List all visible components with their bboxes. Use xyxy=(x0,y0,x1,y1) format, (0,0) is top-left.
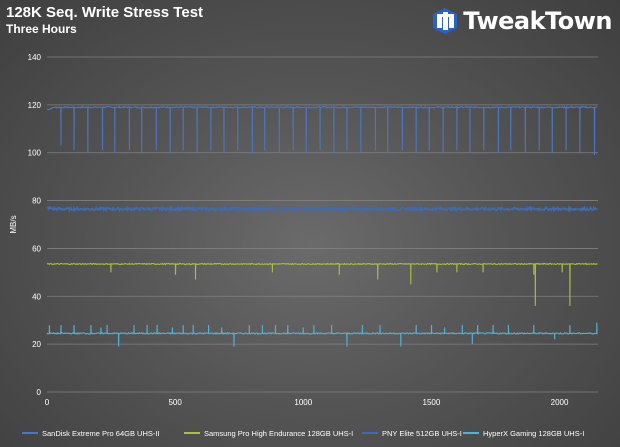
tweaktown-logo-text: TweakTown xyxy=(463,7,612,35)
series-line-3 xyxy=(46,322,598,347)
series-line-1 xyxy=(46,262,598,306)
tweaktown-logo-icon xyxy=(433,8,458,34)
tweaktown-logo: TweakTown xyxy=(430,6,612,36)
y-tick-label: 100 xyxy=(28,149,42,158)
axes: 0 20 40 60 80 100 120 140 0 500 1000 1500 2000 MB/s xyxy=(9,53,569,407)
y-tick-label: 60 xyxy=(32,244,41,253)
y-tick-label: 140 xyxy=(28,53,42,62)
y-tick-label: 120 xyxy=(28,101,42,110)
grid xyxy=(47,56,598,393)
x-tick-label: 0 xyxy=(45,398,50,407)
y-tick-label: 0 xyxy=(37,388,42,397)
y-tick-label: 80 xyxy=(32,197,41,206)
y-axis-label: MB/s xyxy=(9,215,18,233)
x-tick-label: 2000 xyxy=(551,398,569,407)
legend-label-0: SanDisk Extreme Pro 64GB UHS-II xyxy=(42,429,160,438)
chart-subtitle: Three Hours xyxy=(6,22,77,36)
legend-label-2: PNY Elite 512GB UHS-I xyxy=(382,429,462,438)
y-tick-label: 40 xyxy=(32,292,41,301)
series-line-2 xyxy=(46,204,598,214)
legend-label-3: HyperX Gaming 128GB UHS-I xyxy=(483,429,584,438)
legend-label-1: Samsung Pro High Endurance 128GB UHS-I xyxy=(204,429,353,438)
chart-title: 128K Seq. Write Stress Test xyxy=(6,4,204,21)
y-tick-label: 20 xyxy=(32,340,41,349)
series-line-0 xyxy=(46,105,598,156)
series-layer xyxy=(46,105,598,347)
x-tick-label: 1500 xyxy=(423,398,441,407)
x-tick-label: 1000 xyxy=(294,398,312,407)
legend: SanDisk Extreme Pro 64GB UHS-II Samsung P… xyxy=(22,429,584,438)
x-tick-label: 500 xyxy=(168,398,182,407)
